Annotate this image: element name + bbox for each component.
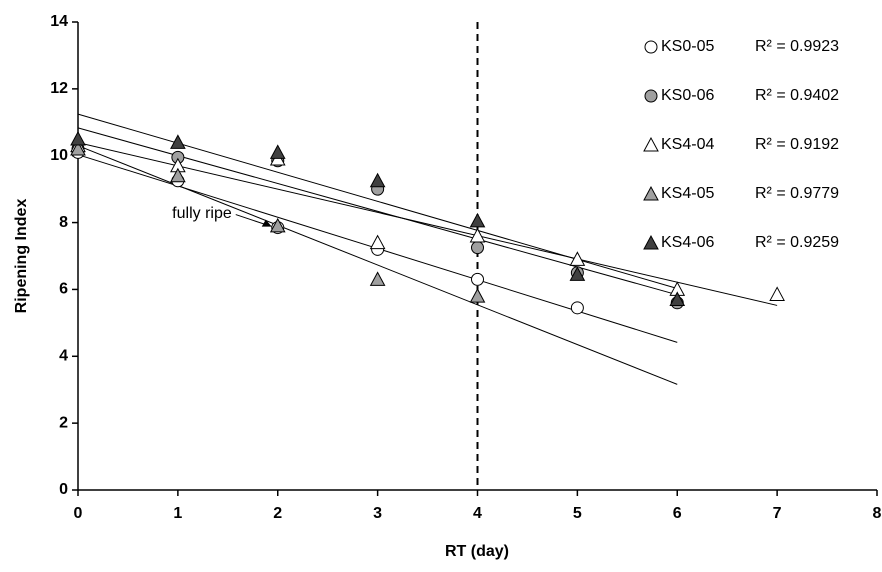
- point: [369, 172, 386, 188]
- point: [570, 301, 584, 315]
- point: [369, 271, 386, 286]
- legend-marker: [644, 89, 658, 103]
- point: [769, 286, 785, 301]
- trend-line: [77, 127, 678, 296]
- annotation-arrow: [235, 214, 269, 227]
- x-axis-title: RT (day): [445, 543, 509, 560]
- annotation-arrowhead: [261, 219, 272, 227]
- point: [269, 144, 286, 159]
- x-tick-label: 2: [273, 505, 282, 522]
- x-tick-label: 1: [173, 505, 182, 522]
- x-tick-label: 4: [473, 505, 482, 522]
- point: [669, 291, 686, 306]
- y-tick-label: 8: [59, 214, 68, 231]
- point: [469, 212, 486, 228]
- legend-r2: R² = 0.9402: [755, 87, 839, 104]
- y-tick-label: 12: [50, 80, 68, 97]
- trend-line: [77, 113, 678, 290]
- legend-label: KS0-05: [661, 38, 714, 55]
- legend-r2: R² = 0.9259: [755, 234, 839, 251]
- point: [471, 241, 484, 255]
- legend-label: KS4-05: [661, 185, 714, 202]
- y-tick-label: 10: [50, 147, 68, 164]
- y-axis-title: Ripening Index: [13, 199, 30, 314]
- x-tick-label: 6: [673, 505, 682, 522]
- legend-marker: [644, 40, 658, 54]
- y-tick-label: 14: [50, 13, 68, 30]
- point: [170, 167, 186, 183]
- y-tick-label: 2: [59, 414, 68, 431]
- legend-label: KS4-06: [661, 234, 714, 251]
- point: [469, 227, 486, 243]
- point: [269, 217, 286, 233]
- point: [569, 266, 586, 281]
- x-tick-label: 8: [873, 505, 882, 522]
- point: [70, 140, 86, 156]
- trend-line: [77, 142, 778, 306]
- legend-marker: [643, 234, 659, 250]
- x-tick-label: 3: [373, 505, 382, 522]
- legend-label: KS4-04: [661, 136, 714, 153]
- x-tick-label: 0: [74, 505, 83, 522]
- annotation-text: fully ripe: [172, 205, 232, 222]
- point: [569, 251, 586, 266]
- legend-marker: [643, 136, 659, 152]
- x-tick-label: 5: [573, 505, 582, 522]
- legend-r2: R² = 0.9192: [755, 136, 839, 153]
- legend-marker: [643, 185, 659, 201]
- point: [70, 130, 86, 146]
- legend-r2: R² = 0.9923: [755, 38, 839, 55]
- point: [170, 134, 186, 149]
- point: [369, 234, 386, 250]
- y-tick-label: 4: [59, 348, 68, 365]
- x-tick-label: 7: [773, 505, 782, 522]
- point: [471, 272, 484, 286]
- legend-label: KS0-06: [661, 87, 714, 104]
- y-tick-label: 0: [59, 481, 68, 498]
- point: [469, 288, 486, 303]
- y-tick-label: 6: [59, 281, 68, 298]
- legend-r2: R² = 0.9779: [755, 185, 839, 202]
